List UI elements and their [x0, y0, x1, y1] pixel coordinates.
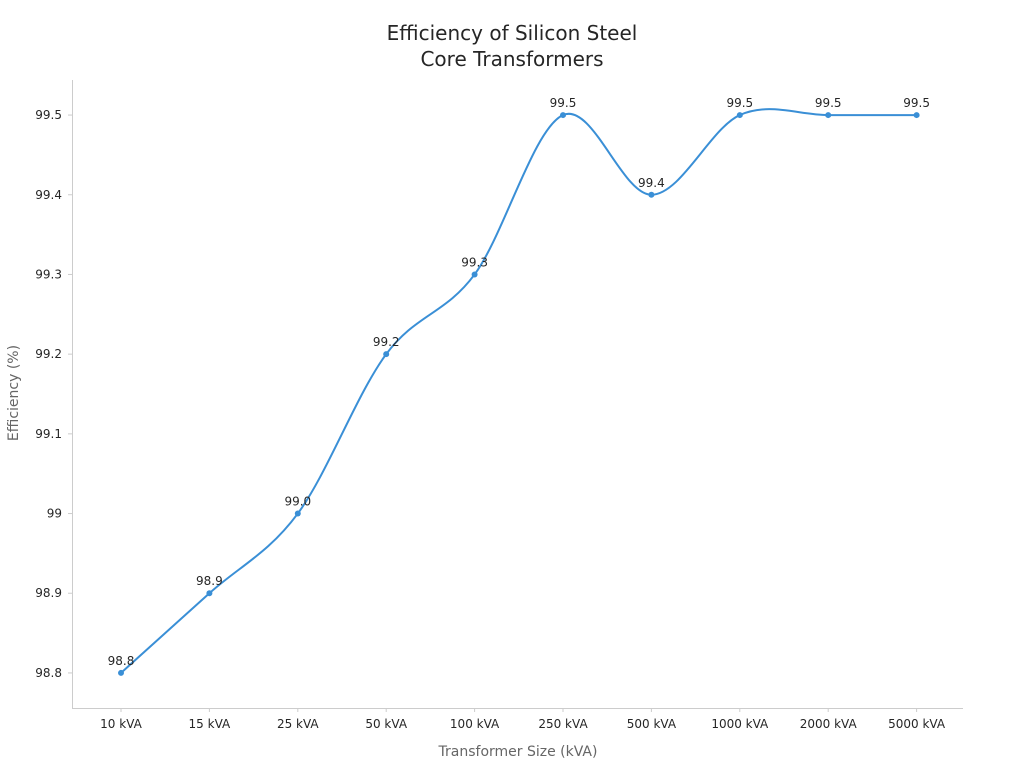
x-tick-label: 15 kVA — [189, 717, 231, 731]
chart-title: Efficiency of Silicon Steel Core Transfo… — [387, 21, 638, 71]
y-tick-label: 99.2 — [35, 347, 62, 361]
data-label: 99.3 — [461, 255, 488, 269]
y-axis-label: Efficiency (%) — [6, 345, 22, 441]
y-tick-label: 99.4 — [35, 188, 62, 202]
series-points — [118, 112, 920, 676]
data-point — [383, 351, 390, 358]
chart-title-line-2: Core Transformers — [420, 47, 603, 71]
data-label: 99.5 — [903, 96, 930, 110]
x-tick-label: 5000 kVA — [888, 717, 946, 731]
data-point — [206, 590, 213, 597]
x-tick-label: 500 kVA — [627, 717, 677, 731]
data-label: 99.5 — [550, 96, 577, 110]
y-tick-label: 99.3 — [35, 267, 62, 281]
data-point — [118, 669, 124, 676]
chart-title-line-1: Efficiency of Silicon Steel — [387, 21, 638, 45]
x-tick-label: 10 kVA — [100, 717, 142, 731]
data-label: 99.0 — [284, 495, 311, 509]
y-tick-label: 98.9 — [35, 586, 62, 600]
x-tick-label: 250 kVA — [538, 717, 588, 731]
data-label: 99.2 — [373, 335, 400, 349]
x-axis-ticks: 10 kVA 15 kVA 25 kVA 50 kVA 100 kVA 250 kVA 50… — [100, 708, 946, 731]
data-labels: 98.8 98.9 99.0 99.2 99.3 99.5 99.4 99.5 99.5 99.5 — [108, 96, 930, 668]
y-tick-label: 99 — [47, 507, 62, 521]
y-tick-label: 99.5 — [35, 108, 62, 122]
x-tick-label: 2000 kVA — [800, 717, 858, 731]
data-point — [736, 112, 743, 119]
x-axis-label: Transformer Size (kVA) — [438, 744, 598, 760]
x-tick-label: 1000 kVA — [711, 717, 769, 731]
y-tick-label: 98.8 — [35, 666, 62, 680]
data-point — [825, 112, 832, 119]
data-point — [648, 191, 655, 198]
y-tick-label: 99.1 — [35, 427, 62, 441]
data-label: 99.5 — [815, 96, 842, 110]
data-label: 99.5 — [726, 96, 753, 110]
data-point — [294, 510, 301, 517]
data-label: 98.9 — [196, 574, 223, 588]
data-label: 98.8 — [108, 654, 135, 668]
data-label: 99.4 — [638, 176, 665, 190]
x-tick-label: 25 kVA — [277, 717, 319, 731]
series-line — [120, 108, 918, 674]
y-axis-ticks: 98.8 98.9 99 99.1 99.2 99.3 99.4 99.5 — [35, 108, 72, 680]
x-tick-label: 50 kVA — [365, 717, 407, 731]
x-tick-label: 100 kVA — [450, 717, 500, 731]
data-point — [471, 271, 478, 278]
data-point — [560, 112, 566, 119]
data-point — [913, 112, 920, 119]
